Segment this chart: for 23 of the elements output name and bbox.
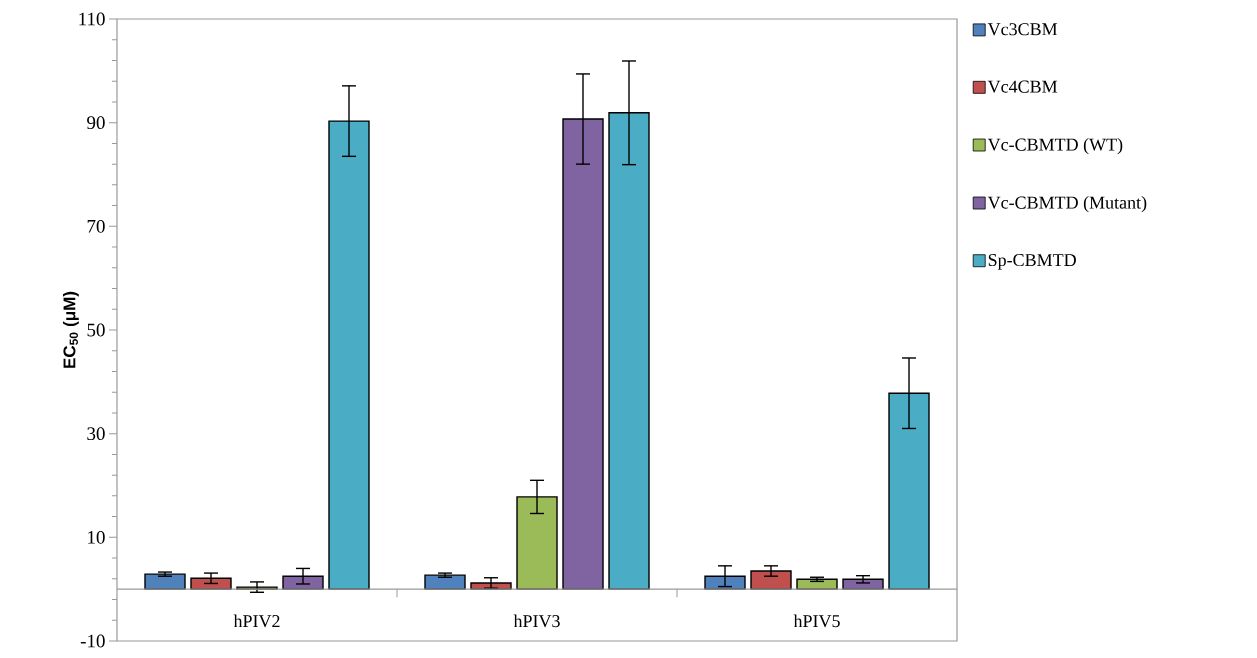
bar [796,578,838,590]
y-tick-label: -10 [80,634,105,648]
legend-label: Vc-CBMTD (Mutant) [987,196,1147,213]
y-tick-label: 110 [79,12,105,26]
y-tick-label: 50 [87,323,105,337]
bar [704,575,746,590]
x-tick-label: hPIV2 [233,614,280,628]
legend-label: Vc4CBM [987,80,1058,93]
bar [190,577,232,590]
x-tick-label: hPIV3 [513,614,560,628]
y-axis-title: EC$_{50}$ (μM) [62,291,79,368]
y-tick-label: 30 [87,427,105,441]
bar [888,392,930,590]
legend-label: Vc3CBM [987,23,1058,36]
y-tick-label: 10 [88,530,105,544]
bar [750,570,792,590]
y-tick-label: 90 [87,116,105,130]
bar [144,573,186,590]
x-tick-label: hPIV5 [793,614,840,628]
bar [424,574,466,590]
y-tick-label: 70 [87,219,105,233]
legend-label: Vc-CBMTD (WT) [987,138,1123,155]
legend-label: Sp-CBMTD [988,254,1076,270]
